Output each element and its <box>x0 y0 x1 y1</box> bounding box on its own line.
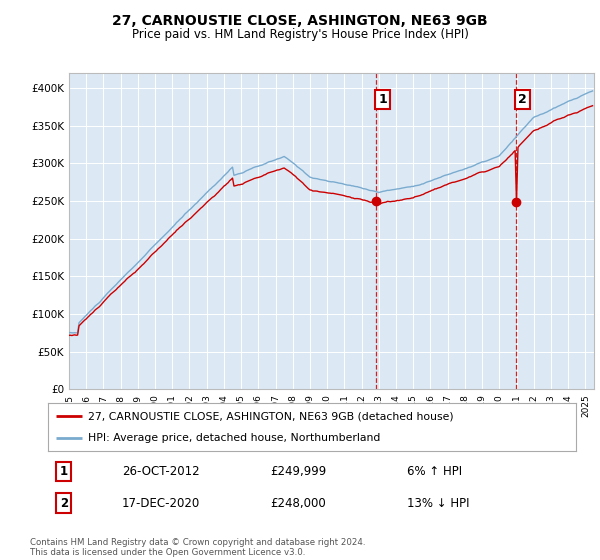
Text: HPI: Average price, detached house, Northumberland: HPI: Average price, detached house, Nort… <box>88 433 380 443</box>
Text: 27, CARNOUSTIE CLOSE, ASHINGTON, NE63 9GB: 27, CARNOUSTIE CLOSE, ASHINGTON, NE63 9G… <box>112 14 488 28</box>
Text: 17-DEC-2020: 17-DEC-2020 <box>122 497 200 510</box>
Text: 2: 2 <box>60 497 68 510</box>
Text: 13% ↓ HPI: 13% ↓ HPI <box>407 497 470 510</box>
Text: 1: 1 <box>379 92 387 106</box>
Text: 26-OCT-2012: 26-OCT-2012 <box>122 465 200 478</box>
Text: £249,999: £249,999 <box>270 465 326 478</box>
Text: 27, CARNOUSTIE CLOSE, ASHINGTON, NE63 9GB (detached house): 27, CARNOUSTIE CLOSE, ASHINGTON, NE63 9G… <box>88 411 453 421</box>
Text: £248,000: £248,000 <box>270 497 326 510</box>
Text: 1: 1 <box>60 465 68 478</box>
Text: 6% ↑ HPI: 6% ↑ HPI <box>407 465 462 478</box>
Text: 2: 2 <box>518 92 527 106</box>
Text: Price paid vs. HM Land Registry's House Price Index (HPI): Price paid vs. HM Land Registry's House … <box>131 28 469 41</box>
Text: Contains HM Land Registry data © Crown copyright and database right 2024.
This d: Contains HM Land Registry data © Crown c… <box>30 538 365 557</box>
